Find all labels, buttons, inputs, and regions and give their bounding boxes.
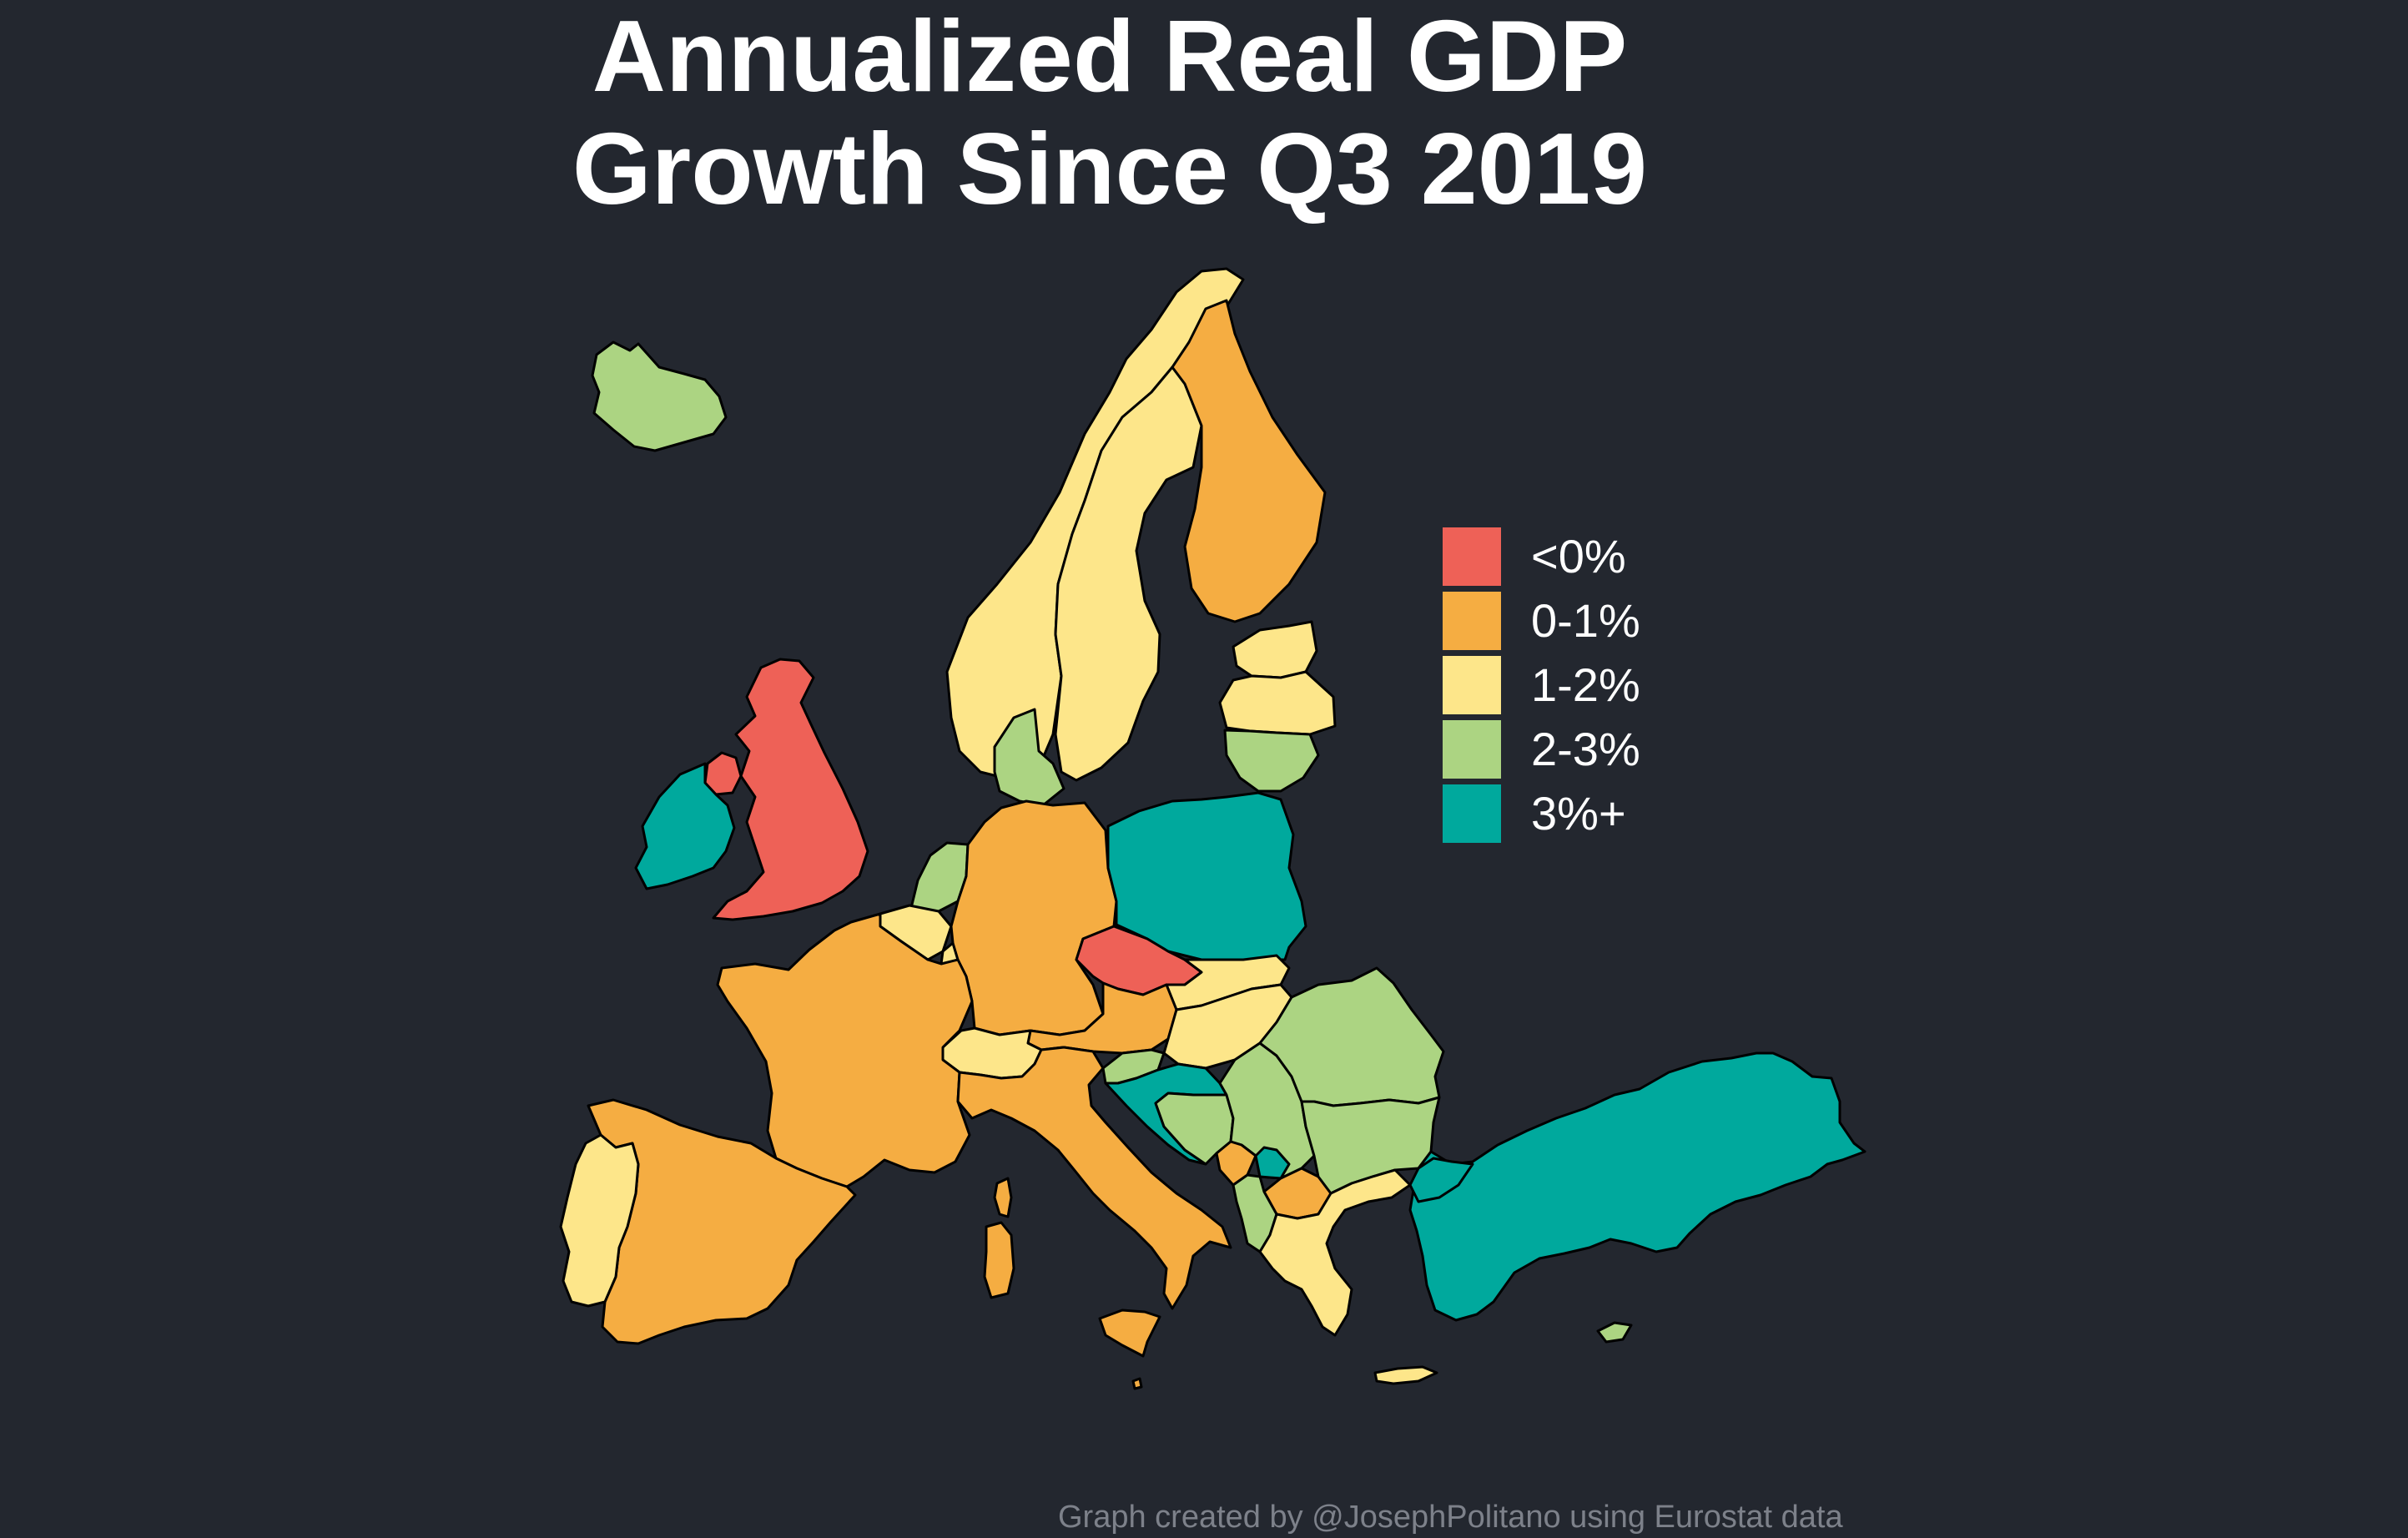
country-france-corsica [993, 1177, 1013, 1218]
legend-swatch [1443, 784, 1501, 843]
legend-label: 3%+ [1531, 787, 1626, 840]
country-greece-crete [1373, 1365, 1438, 1385]
map-title-line-1: Annualized Real GDP [592, 0, 1628, 113]
legend-swatch [1443, 719, 1501, 779]
legend-item: 2-3% [1443, 717, 1640, 781]
legend-swatch [1443, 591, 1501, 650]
legend-label: 1-2% [1531, 658, 1640, 711]
country-united-kingdom [712, 658, 869, 921]
legend: <0% 0-1% 1-2% 2-3% 3%+ [1443, 524, 1640, 845]
country-cyprus [1596, 1321, 1633, 1344]
country-greece [1258, 1168, 1412, 1337]
country-portugal [559, 1133, 640, 1308]
country-denmark [993, 708, 1065, 807]
country-italy-sicily [1098, 1309, 1161, 1358]
country-iceland [591, 340, 728, 452]
legend-label: 2-3% [1531, 723, 1640, 775]
country-italy-sardinia [983, 1221, 1015, 1299]
country-turkey [1408, 1051, 1866, 1322]
legend-label: 0-1% [1531, 594, 1640, 647]
source-credit: Graph created by @JosephPolitano using E… [1058, 1500, 1843, 1535]
country-lithuania [1223, 729, 1320, 793]
country-malta [1131, 1377, 1143, 1390]
map-title: Annualized Real GDP Growth Since Q3 2019 [0, 0, 2219, 225]
country-latvia [1218, 670, 1337, 736]
country-poland [1106, 791, 1307, 961]
legend-swatch [1443, 655, 1501, 714]
country-italy [956, 1046, 1232, 1310]
country-germany [950, 799, 1118, 1036]
country-finland [1171, 299, 1327, 623]
legend-item: 1-2% [1443, 653, 1640, 717]
map-title-line-2: Growth Since Q3 2019 [572, 112, 1648, 225]
country-ireland [634, 762, 736, 890]
legend-item: <0% [1443, 524, 1640, 588]
legend-item: 3%+ [1443, 781, 1640, 845]
country-sweden [1054, 366, 1203, 782]
country-estonia [1232, 620, 1318, 679]
legend-label: <0% [1531, 530, 1626, 582]
legend-swatch [1443, 527, 1501, 586]
country-montenegro [1215, 1140, 1257, 1187]
legend-item: 0-1% [1443, 588, 1640, 653]
country-turkey-thrace [1408, 1157, 1474, 1203]
